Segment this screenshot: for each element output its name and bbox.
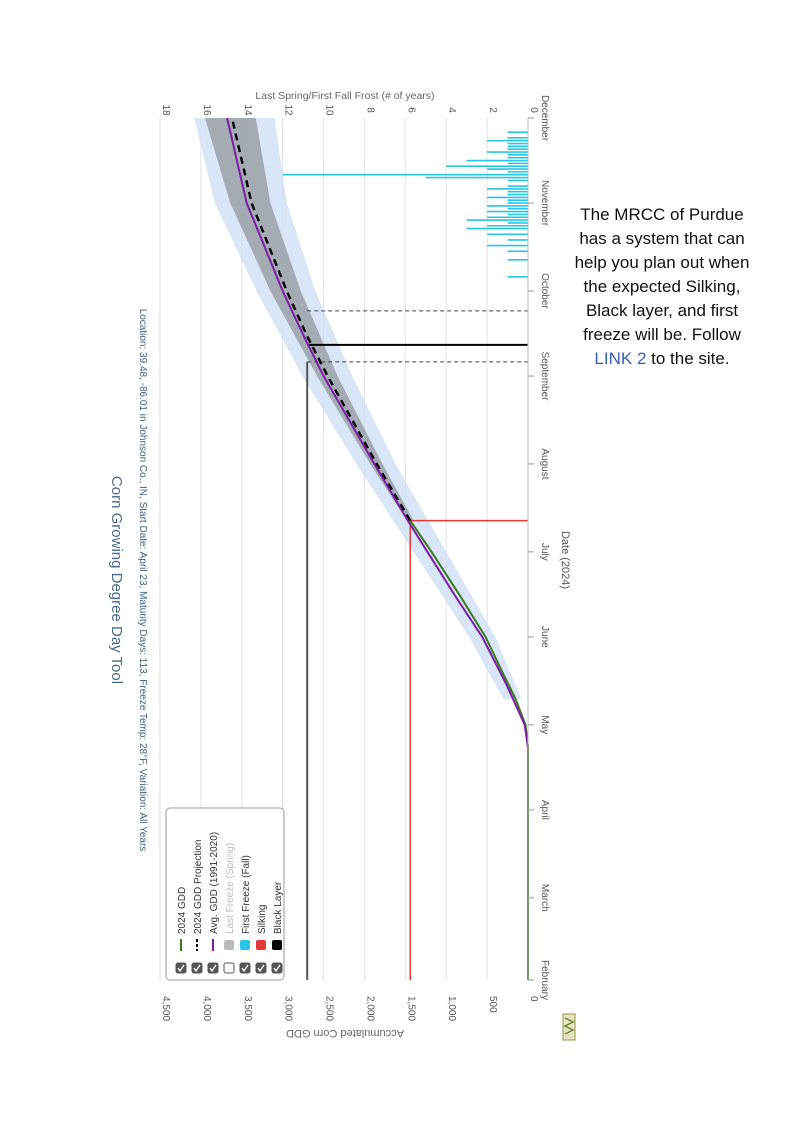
frost-tick-label: 12 bbox=[283, 104, 294, 116]
legend-swatch bbox=[272, 940, 282, 950]
note-text-after: to the site. bbox=[651, 349, 730, 368]
frost-tick-label: 18 bbox=[160, 104, 171, 116]
legend-checkbox-box bbox=[239, 962, 251, 974]
legend-checkbox-box bbox=[175, 962, 187, 974]
legend-label: Last Freeze (Spring) bbox=[225, 843, 236, 934]
frost-tick-label: 2 bbox=[487, 107, 498, 113]
chart-subtitle: Location: 39.48, -86.01 in Johnson Co., … bbox=[137, 309, 148, 852]
frost-tick-label: 4 bbox=[446, 107, 457, 113]
link-2[interactable]: LINK 2 bbox=[594, 349, 647, 368]
legend-checkbox bbox=[271, 962, 283, 974]
legend-checkbox bbox=[175, 962, 187, 974]
x-axis-title: Date (2024) bbox=[559, 531, 571, 589]
legend-swatch bbox=[224, 940, 234, 950]
gdd-tick-label: 1,500 bbox=[405, 996, 416, 1021]
frost-tick-label: 10 bbox=[324, 104, 335, 116]
series-line-2024-gdd bbox=[409, 520, 529, 980]
frost-tick-label: 16 bbox=[201, 104, 212, 116]
month-tick-label: October bbox=[539, 273, 550, 309]
gdd-tick-label: 4,000 bbox=[201, 996, 212, 1021]
month-tick-label: September bbox=[539, 352, 550, 402]
note-text-before: The MRCC of Purdue has a system that can… bbox=[574, 205, 750, 344]
month-tick-label: December bbox=[539, 95, 550, 142]
legend-checkbox-box bbox=[191, 962, 203, 974]
check-icon bbox=[273, 964, 281, 973]
legend-label: 2024 GDD bbox=[177, 887, 188, 934]
legend-checkbox-box bbox=[271, 962, 283, 974]
month-tick-label: April bbox=[539, 800, 550, 820]
legend-checkbox-box bbox=[255, 962, 267, 974]
check-icon bbox=[193, 964, 201, 973]
legend-label: 2024 GDD Projection bbox=[193, 840, 204, 935]
gdd-tick-label: 4,500 bbox=[160, 996, 171, 1021]
legend-swatch bbox=[256, 940, 266, 950]
legend-label: First Freeze (Fall) bbox=[241, 855, 252, 934]
legend-checkbox-box bbox=[223, 962, 235, 974]
month-tick-label: June bbox=[539, 626, 550, 648]
gdd-tick-label: 1,000 bbox=[446, 996, 457, 1021]
check-icon bbox=[257, 964, 265, 973]
legend-checkbox bbox=[191, 962, 203, 974]
legend-swatch bbox=[240, 940, 250, 950]
legend-checkbox bbox=[207, 962, 219, 974]
legend-checkbox bbox=[255, 962, 267, 974]
legend-box bbox=[165, 807, 285, 981]
gdd-tick-label: 3,000 bbox=[283, 996, 294, 1021]
check-icon bbox=[177, 964, 185, 973]
month-tick-label: August bbox=[539, 448, 550, 479]
month-tick-label: February bbox=[539, 960, 550, 1000]
month-tick-label: March bbox=[539, 884, 550, 912]
legend-checkbox bbox=[223, 962, 235, 974]
legend-checkbox-box bbox=[207, 962, 219, 974]
legend: 2024 GDD 2024 GDD Projection Avg. GDD (199… bbox=[165, 807, 285, 981]
gdd-chart: February March April May June July August Septe… bbox=[100, 80, 590, 1040]
gdd-tick-label: 2,500 bbox=[324, 996, 335, 1021]
mrcc-note: The MRCC of Purdue has a system that can… bbox=[568, 203, 756, 371]
frost-tick-label: 0 bbox=[528, 107, 539, 113]
legend-checkbox bbox=[239, 962, 251, 974]
legend-label: Avg. GDD (1991-2020) bbox=[209, 832, 220, 934]
y2-axis-title: Last Spring/First Fall Frost (# of years… bbox=[255, 90, 434, 102]
legend-label: Silking bbox=[257, 905, 268, 934]
month-tick-label: July bbox=[539, 543, 550, 561]
gdd-tick-label: 3,500 bbox=[242, 996, 253, 1021]
gdd-tick-label: 500 bbox=[487, 996, 498, 1013]
frost-tick-label: 14 bbox=[242, 104, 253, 116]
month-tick-label: November bbox=[539, 180, 550, 227]
gdd-tick-label: 0 bbox=[528, 996, 539, 1002]
check-icon bbox=[241, 964, 249, 973]
y-axis-title: Accumulated Corn GDD bbox=[286, 1027, 404, 1039]
month-tick-label: May bbox=[539, 715, 550, 734]
legend-label: Black Layer bbox=[273, 881, 284, 934]
chart-svg: February March April May June July August Septe… bbox=[108, 90, 571, 1039]
chart-title: Corn Growing Degree Day Tool bbox=[108, 476, 125, 684]
mrcc-logo-icon bbox=[562, 1013, 576, 1041]
check-icon bbox=[209, 964, 217, 973]
gdd-tick-label: 2,000 bbox=[364, 996, 375, 1021]
frost-tick-label: 6 bbox=[405, 107, 416, 113]
series-line-2024-gdd-projection bbox=[230, 117, 412, 522]
frost-tick-label: 8 bbox=[364, 107, 375, 113]
series-line-avg-gdd-1991-2020- bbox=[226, 117, 529, 748]
